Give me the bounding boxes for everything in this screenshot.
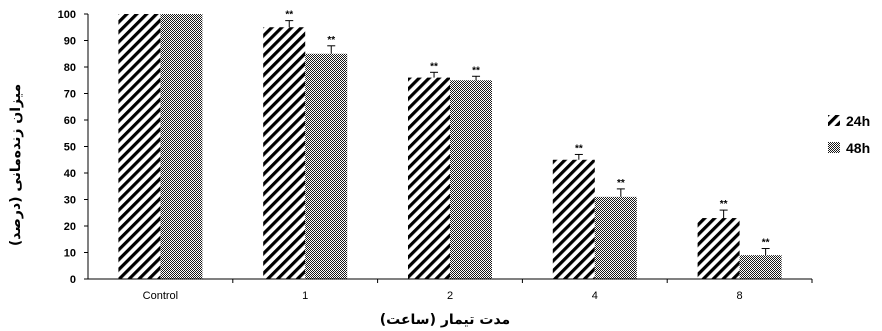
y-tick-label: 0	[70, 274, 76, 286]
x-category-label: 1	[302, 290, 308, 302]
bar-24h-8	[697, 218, 740, 279]
y-axis-title: میزان زنده‌مانی (درصد)	[8, 84, 24, 246]
bar-48h-4	[594, 196, 637, 279]
bar-24h-2	[408, 77, 450, 279]
y-tick-label: 10	[64, 248, 76, 260]
y-tick-label: 20	[64, 221, 76, 233]
legend-label-24h: 24h	[846, 113, 870, 129]
y-tick-label: 80	[64, 62, 76, 74]
y-axis-ticks: 0 10 20 30 40 50 60 70 80 90 100	[58, 9, 88, 286]
plot-area: ** ** ** ** ** ** ** **	[118, 10, 782, 279]
significance-mark: **	[720, 199, 728, 210]
significance-mark: **	[472, 65, 480, 76]
bar-48h-1	[305, 53, 348, 279]
x-category-label: 2	[447, 290, 453, 302]
y-axis-title-group: میزان زنده‌مانی (درصد)	[8, 84, 24, 246]
legend-swatch-24h	[828, 115, 840, 126]
x-axis-categories: Control 1 2 4 8	[143, 279, 813, 302]
bar-48h-8	[739, 255, 782, 279]
bar-48h-Control	[160, 14, 203, 279]
bar-24h-Control	[118, 14, 161, 279]
legend-swatch-48h	[828, 142, 840, 153]
legend-label-48h: 48h	[846, 140, 870, 156]
y-tick-label: 50	[64, 142, 76, 154]
legend: 24h 48h	[828, 113, 870, 156]
bar-24h-1	[263, 27, 306, 279]
x-category-label: 4	[592, 290, 598, 302]
significance-mark: **	[285, 10, 293, 21]
y-tick-label: 100	[58, 9, 76, 21]
bar-24h-4	[552, 159, 595, 279]
x-axis-title: مدت تیمار (ساعت)	[380, 312, 510, 328]
significance-mark: **	[430, 61, 438, 72]
y-tick-label: 90	[64, 36, 76, 48]
y-tick-label: 30	[64, 195, 76, 207]
y-tick-label: 40	[64, 168, 76, 180]
significance-mark: **	[617, 178, 625, 189]
x-category-label: Control	[143, 290, 178, 302]
significance-mark: **	[575, 143, 583, 154]
significance-mark: **	[327, 35, 335, 46]
x-category-label: 8	[737, 290, 743, 302]
y-tick-label: 60	[64, 115, 76, 127]
significance-mark: **	[762, 238, 770, 249]
bar-48h-2	[450, 80, 492, 279]
y-tick-label: 70	[64, 89, 76, 101]
